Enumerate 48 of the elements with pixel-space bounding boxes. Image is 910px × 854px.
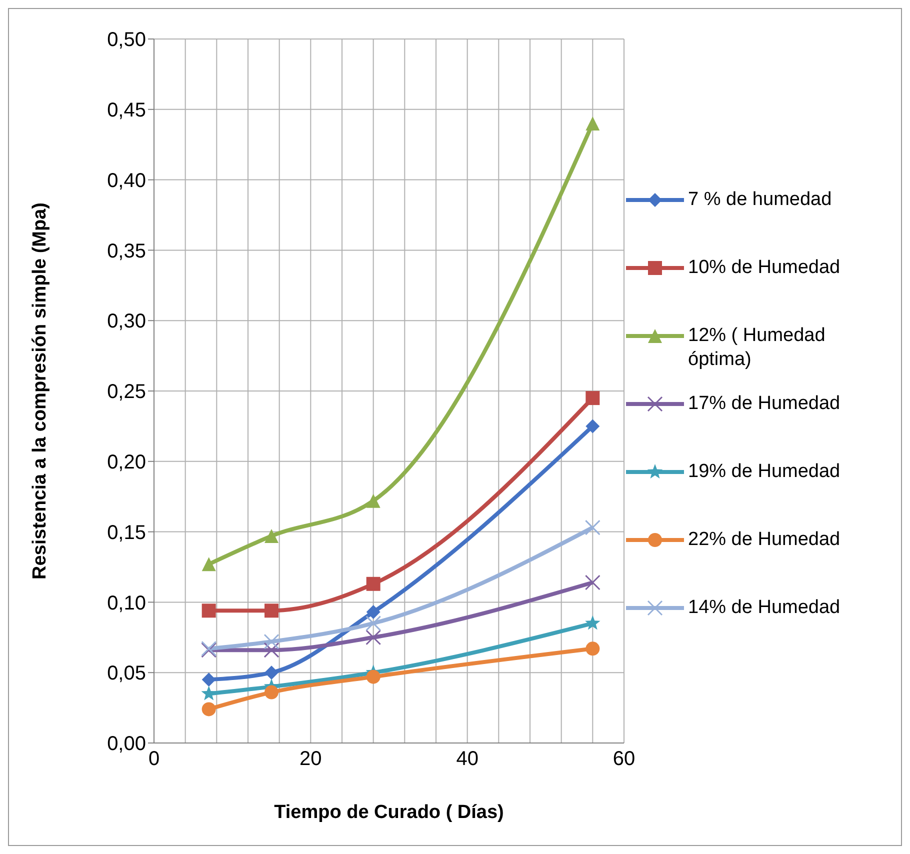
point xyxy=(264,666,278,680)
y-tick-label: 0,20 xyxy=(107,452,146,474)
point xyxy=(586,116,600,130)
point xyxy=(202,557,216,572)
x-tick-label: 40 xyxy=(456,748,478,770)
y-tick-label: 0,40 xyxy=(107,170,146,192)
point xyxy=(201,686,216,700)
point xyxy=(586,419,600,434)
x-axis-title: Tiempo de Curado ( Días) xyxy=(274,802,504,823)
y-tick-label: 0,50 xyxy=(107,29,146,52)
legend-label: 12% ( Humedad óptima) xyxy=(688,324,826,372)
legend-label: 14% de Humedad xyxy=(688,596,840,620)
point xyxy=(264,604,278,618)
y-tick-label: 0,15 xyxy=(107,522,146,544)
legend-label: 7 % de humedad xyxy=(688,188,832,212)
point xyxy=(366,630,382,646)
point xyxy=(202,604,216,618)
y-tick-label: 0,45 xyxy=(107,100,146,122)
point xyxy=(366,494,380,508)
point xyxy=(264,634,280,650)
y-tick-label: 0,30 xyxy=(107,310,146,333)
y-tick-label: 0,10 xyxy=(107,592,146,614)
point xyxy=(202,702,216,716)
point xyxy=(584,520,600,536)
legend-label: 17% de Humedad xyxy=(688,392,840,416)
point xyxy=(366,616,382,632)
x-tick-label: 20 xyxy=(300,748,322,770)
legend-label: 19% de Humedad xyxy=(688,460,840,484)
x-tick-label: 60 xyxy=(612,748,636,770)
y-tick-label: 0,05 xyxy=(107,662,146,685)
point xyxy=(366,670,380,684)
y-tick-label: 0,00 xyxy=(107,733,146,756)
y-axis-title: Resistencia a la compresión simple (Mpa) xyxy=(30,202,51,580)
legend-label: 22% de Humedad xyxy=(688,528,840,552)
point xyxy=(586,642,600,656)
point xyxy=(264,529,278,544)
legend-label: 10% de Humedad xyxy=(688,256,840,280)
point xyxy=(264,642,280,658)
y-tick-label: 0,25 xyxy=(107,381,146,404)
point xyxy=(202,672,216,687)
point xyxy=(366,576,380,591)
point xyxy=(264,685,278,700)
point xyxy=(586,391,600,406)
point xyxy=(585,615,600,630)
x-tick-label: 0 xyxy=(148,748,160,770)
point xyxy=(366,605,380,620)
point xyxy=(584,574,600,590)
y-tick-label: 0,35 xyxy=(107,240,146,262)
